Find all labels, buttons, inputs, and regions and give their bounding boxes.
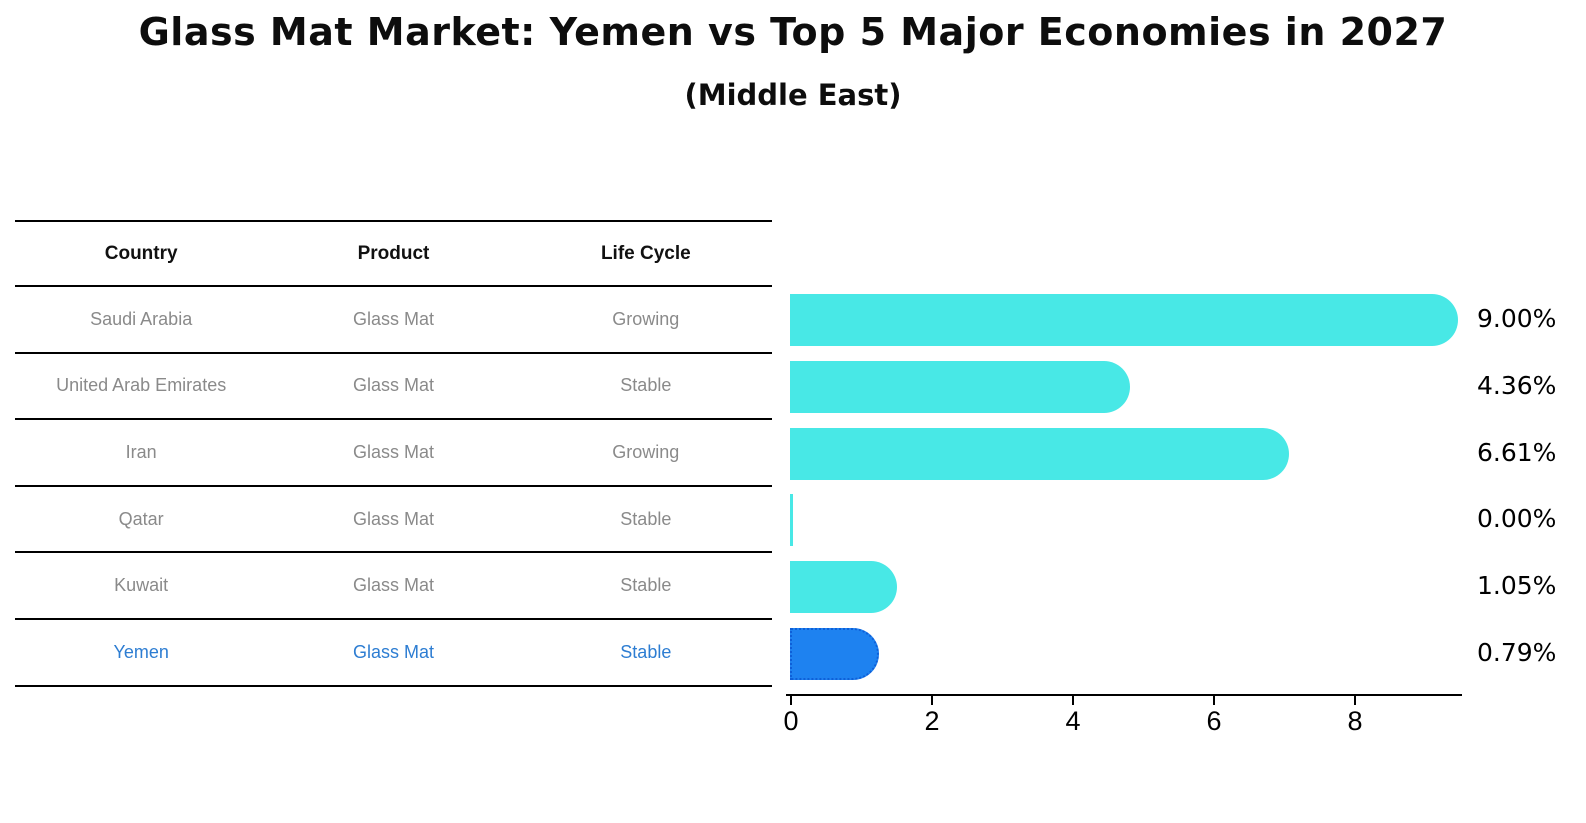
table-cell-country: Saudi Arabia <box>90 308 193 329</box>
table-row: Yemen Glass Mat Stable <box>15 620 772 687</box>
table-row: Saudi Arabia Glass Mat Growing <box>15 287 772 354</box>
table-cell-country: United Arab Emirates <box>56 375 227 396</box>
x-tick-mark <box>1072 696 1074 705</box>
bar-value-label: 9.00% <box>1477 304 1557 334</box>
x-axis-line <box>786 694 1462 696</box>
bar-value-label: 6.61% <box>1477 437 1557 467</box>
table-cell-country: Kuwait <box>114 575 169 596</box>
table-row: Qatar Glass Mat Stable <box>15 487 772 554</box>
table-header-row: Country Product Life Cycle <box>15 220 772 287</box>
bar-saudi-arabia <box>790 294 1458 347</box>
table-header-life-cycle: Life Cycle <box>600 242 691 264</box>
bar-united-arab-emirates <box>790 361 1131 413</box>
table-cell-product: Glass Mat <box>352 575 434 596</box>
table-row: United Arab Emirates Glass Mat Stable <box>15 354 772 421</box>
table-header-country: Country <box>104 242 178 264</box>
bar-qatar <box>790 494 793 547</box>
table-cell-life-cycle: Stable <box>620 641 672 662</box>
table-cell-product: Glass Mat <box>352 641 434 662</box>
x-tick-label: 4 <box>1065 706 1081 736</box>
chart-title: Glass Mat Market: Yemen vs Top 5 Major E… <box>138 10 1448 54</box>
table-cell-product: Glass Mat <box>352 308 434 329</box>
table-cell-life-cycle: Growing <box>612 441 680 462</box>
x-tick-mark <box>790 696 792 705</box>
x-tick-label: 8 <box>1347 706 1363 736</box>
bar-kuwait <box>790 561 898 613</box>
table-cell-country: Qatar <box>118 508 164 529</box>
table-cell-product: Glass Mat <box>352 441 434 462</box>
table-cell-country: Yemen <box>113 641 169 662</box>
x-tick-label: 0 <box>783 706 799 736</box>
table-cell-product: Glass Mat <box>352 375 434 396</box>
bar-value-label: 0.00% <box>1477 504 1557 534</box>
x-tick-label: 2 <box>924 706 940 736</box>
table-row: Iran Glass Mat Growing <box>15 420 772 487</box>
bar-value-label: 1.05% <box>1477 571 1557 600</box>
table-body: Saudi Arabia Glass Mat Growing United Arab … <box>15 287 772 687</box>
table-cell-life-cycle: Stable <box>620 508 672 529</box>
table-cell-product: Glass Mat <box>352 508 434 529</box>
x-tick-mark <box>931 696 933 705</box>
table-cell-life-cycle: Stable <box>620 375 672 396</box>
bar-value-label: 0.79% <box>1477 637 1557 667</box>
table-cell-life-cycle: Growing <box>612 308 680 329</box>
bar-yemen <box>790 627 879 680</box>
table-row: Kuwait Glass Mat Stable <box>15 553 772 620</box>
market-table: Country Product Life Cycle Saudi Arabia G… <box>15 220 772 687</box>
table-header-product: Product <box>357 242 430 264</box>
table-cell-life-cycle: Stable <box>620 575 672 596</box>
x-tick-label: 6 <box>1206 706 1222 736</box>
table-cell-country: Iran <box>125 441 157 462</box>
bar-value-label: 4.36% <box>1477 371 1557 400</box>
x-tick-mark <box>1354 696 1356 705</box>
bar-iran <box>790 427 1289 480</box>
x-tick-mark <box>1213 696 1215 705</box>
chart-subtitle: (Middle East) <box>684 78 902 112</box>
